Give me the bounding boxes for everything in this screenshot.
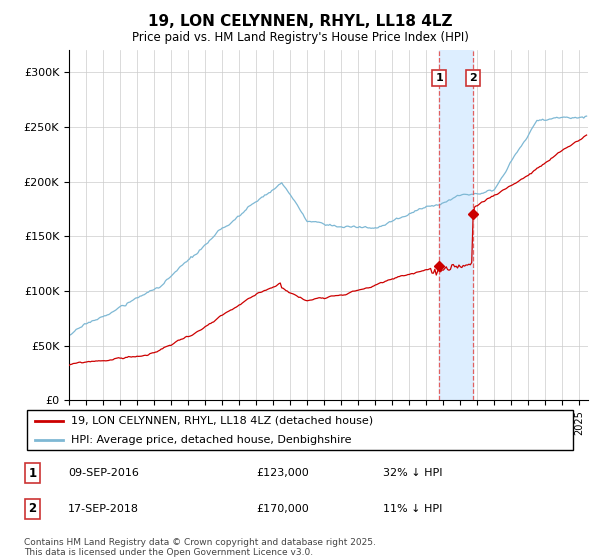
FancyBboxPatch shape [27, 410, 573, 450]
Text: 09-SEP-2016: 09-SEP-2016 [68, 468, 139, 478]
Text: Price paid vs. HM Land Registry's House Price Index (HPI): Price paid vs. HM Land Registry's House … [131, 31, 469, 44]
Text: 19, LON CELYNNEN, RHYL, LL18 4LZ: 19, LON CELYNNEN, RHYL, LL18 4LZ [148, 14, 452, 29]
Text: 32% ↓ HPI: 32% ↓ HPI [383, 468, 442, 478]
Text: £170,000: £170,000 [256, 504, 308, 514]
Text: 11% ↓ HPI: 11% ↓ HPI [383, 504, 442, 514]
Text: 1: 1 [435, 73, 443, 83]
Text: 2: 2 [469, 73, 477, 83]
Text: 1: 1 [28, 466, 37, 480]
Text: HPI: Average price, detached house, Denbighshire: HPI: Average price, detached house, Denb… [71, 435, 352, 445]
Bar [439, 50, 473, 400]
Text: 17-SEP-2018: 17-SEP-2018 [68, 504, 139, 514]
Text: Contains HM Land Registry data © Crown copyright and database right 2025.
This d: Contains HM Land Registry data © Crown c… [24, 538, 376, 557]
Text: 2: 2 [28, 502, 37, 515]
Text: 19, LON CELYNNEN, RHYL, LL18 4LZ (detached house): 19, LON CELYNNEN, RHYL, LL18 4LZ (detach… [71, 416, 373, 426]
Text: £123,000: £123,000 [256, 468, 308, 478]
